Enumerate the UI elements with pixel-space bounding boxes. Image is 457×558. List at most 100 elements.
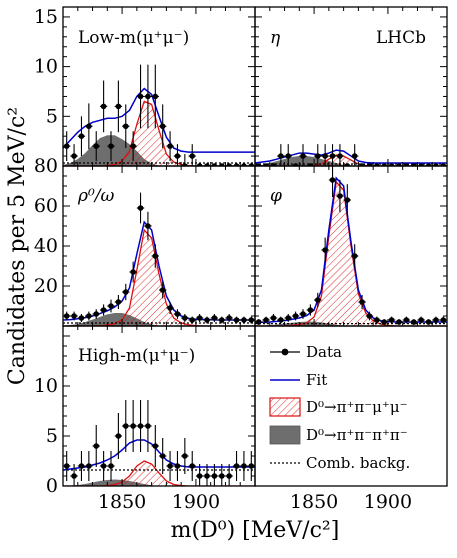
data-point xyxy=(292,163,299,166)
data-point xyxy=(196,315,203,321)
x-axis-title: m(D⁰) [MeV/c²] xyxy=(171,518,340,543)
data-point xyxy=(152,253,159,259)
data-point xyxy=(86,123,92,130)
data-point xyxy=(174,463,181,469)
data-point xyxy=(130,269,136,275)
data-point xyxy=(152,93,159,100)
data-point xyxy=(248,163,255,166)
panel-high-mass xyxy=(63,400,255,486)
data-point xyxy=(145,223,151,229)
data-point xyxy=(278,317,284,323)
data-point xyxy=(307,307,314,313)
y-tick-label: 40 xyxy=(34,235,58,257)
data-point xyxy=(137,205,144,211)
data-point xyxy=(145,423,151,429)
x-tick-label: 1850 xyxy=(290,491,338,513)
data-point xyxy=(100,463,107,469)
data-point xyxy=(425,163,432,166)
signal-area xyxy=(63,101,255,166)
data-point xyxy=(189,153,196,159)
signal-area xyxy=(63,230,255,326)
data-point xyxy=(337,153,343,159)
data-point xyxy=(122,423,129,429)
data-point xyxy=(115,433,122,439)
data-point xyxy=(410,163,417,166)
data-point xyxy=(159,123,166,130)
data-point xyxy=(366,313,373,319)
data-point xyxy=(300,153,306,159)
data-point xyxy=(78,463,85,469)
data-point xyxy=(130,423,136,429)
data-point xyxy=(115,299,122,305)
data-point xyxy=(440,163,447,166)
data-point xyxy=(255,163,262,166)
experiment-label: LHCb xyxy=(376,28,426,48)
data-point xyxy=(322,153,328,159)
legend-peaking-swatch xyxy=(269,425,301,445)
data-point xyxy=(218,163,225,166)
data-point xyxy=(218,473,225,479)
data-point xyxy=(93,311,100,317)
data-point xyxy=(433,317,439,323)
data-point xyxy=(307,163,314,166)
y-tick-label: 20 xyxy=(34,275,58,297)
data-point xyxy=(344,163,351,166)
data-point xyxy=(108,143,114,149)
data-point xyxy=(100,307,107,313)
legend-label-fit: Fit xyxy=(306,371,327,389)
data-point xyxy=(255,319,262,325)
data-point xyxy=(263,317,269,323)
data-point xyxy=(122,123,129,130)
data-point xyxy=(100,103,107,110)
data-point xyxy=(137,93,144,100)
data-point xyxy=(130,143,136,149)
data-point xyxy=(233,463,240,469)
data-point xyxy=(174,311,181,317)
panel-low-mass xyxy=(63,64,255,166)
panel-label-phi: φ xyxy=(270,186,282,206)
legend-signal-swatch xyxy=(269,397,301,417)
axis-ticks: 5 10 15 20 40 60 80 0 5 10 1850 1900 1850 1900 xyxy=(34,6,448,513)
data-point xyxy=(388,317,395,323)
x-tick-label: 1900 xyxy=(364,491,412,513)
y-tick-label: 15 xyxy=(34,6,58,28)
data-point xyxy=(270,315,277,321)
y-tick-label: 0 xyxy=(46,475,58,497)
data-point xyxy=(418,317,424,323)
signal-area xyxy=(255,182,447,326)
data-point xyxy=(137,423,144,429)
data-point xyxy=(108,303,114,309)
fit-curve xyxy=(63,87,255,153)
data-point xyxy=(270,163,277,166)
data-point xyxy=(182,163,188,166)
data-point xyxy=(351,253,358,259)
y-tick-label: 5 xyxy=(46,425,58,447)
data-point xyxy=(329,177,336,183)
data-point xyxy=(425,319,432,325)
data-point xyxy=(182,315,188,321)
data-point xyxy=(248,317,255,323)
x-tick-label: 1850 xyxy=(98,491,146,513)
data-point xyxy=(152,443,159,449)
data-point xyxy=(410,319,417,325)
data-point xyxy=(226,315,232,321)
data-point xyxy=(226,163,232,166)
data-point xyxy=(300,311,306,317)
data-point xyxy=(374,317,380,323)
legend-data-marker xyxy=(281,348,289,356)
data-point xyxy=(233,163,240,166)
data-point xyxy=(241,317,247,323)
data-point xyxy=(337,193,343,199)
y-axis-title: Candidates per 5 MeV/c² xyxy=(5,107,30,385)
data-point xyxy=(196,473,203,479)
data-point xyxy=(314,153,321,159)
data-point xyxy=(86,313,92,319)
panel-phi xyxy=(255,166,447,326)
x-tick-label: 1900 xyxy=(172,491,220,513)
data-point xyxy=(433,163,439,166)
data-point xyxy=(167,143,173,149)
data-point xyxy=(93,143,100,149)
data-point xyxy=(159,453,166,459)
data-point xyxy=(204,317,210,323)
data-point xyxy=(285,153,292,159)
